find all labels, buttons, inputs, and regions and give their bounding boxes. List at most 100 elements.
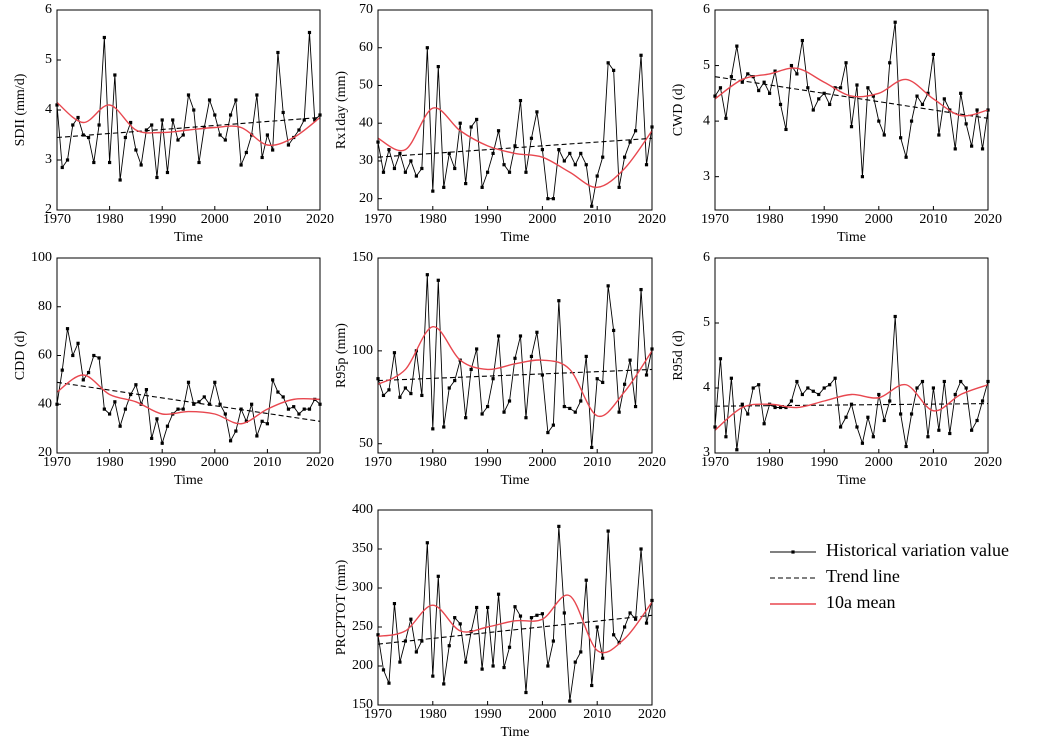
data-point — [773, 405, 777, 410]
legend-label: Trend line — [826, 566, 900, 586]
data-point — [436, 278, 440, 282]
data-point — [102, 35, 106, 40]
data-point — [937, 133, 941, 137]
data-point — [773, 69, 777, 73]
data-point — [213, 113, 217, 117]
trend-line — [377, 137, 653, 158]
data-point — [420, 166, 424, 171]
x-tick-label: 2010 — [253, 212, 281, 227]
x-tick-label: 2010 — [583, 455, 611, 470]
x-tick-label: 1990 — [474, 455, 502, 470]
x-tick-label: 2020 — [638, 212, 666, 227]
data-point — [442, 682, 446, 686]
x-tick-label: 2020 — [638, 455, 666, 470]
data-point — [250, 402, 254, 406]
data-point — [491, 664, 495, 668]
data-point — [623, 155, 627, 159]
data-point — [403, 386, 407, 390]
data-point — [789, 63, 794, 68]
data-point — [313, 118, 317, 122]
data-point — [573, 163, 577, 167]
panel: 1970 1980 1990 2000 2010 2020203040506070Time… — [334, 2, 666, 245]
data-point — [420, 639, 424, 643]
data-point — [244, 419, 248, 423]
data-point — [768, 91, 772, 95]
y-tick-label: 3 — [703, 445, 710, 460]
data-point — [186, 380, 191, 384]
data-point — [628, 611, 632, 615]
data-point — [909, 119, 914, 123]
data-point — [171, 118, 175, 122]
plot-frame — [714, 257, 989, 454]
x-tick-label: 2000 — [528, 212, 556, 227]
data-point — [192, 402, 196, 406]
data-point — [202, 395, 206, 399]
y-tick-label: 50 — [359, 78, 373, 93]
data-point — [817, 392, 821, 397]
data-point — [893, 314, 897, 319]
data-point — [540, 612, 544, 616]
data-point — [513, 356, 517, 360]
data-point — [491, 377, 495, 381]
x-tick-label: 2020 — [974, 455, 1002, 470]
data-point — [729, 376, 733, 380]
y-tick-label: 4 — [703, 113, 710, 128]
data-point — [414, 650, 418, 654]
data-point — [915, 94, 919, 98]
x-tick-label: 1980 — [756, 455, 784, 470]
data-point — [888, 399, 892, 403]
data-point — [464, 181, 468, 186]
data-point — [302, 407, 306, 411]
legend-marker — [791, 550, 795, 554]
data-point — [920, 379, 925, 384]
y-tick-label: 40 — [359, 115, 373, 130]
data-point — [612, 68, 616, 72]
data-point — [513, 605, 517, 609]
data-point — [496, 129, 501, 133]
data-point — [436, 65, 440, 69]
y-tick-label: 5 — [703, 58, 710, 73]
x-tick-label: 1980 — [96, 455, 124, 470]
data-point — [108, 160, 112, 165]
data-point — [828, 383, 832, 387]
data-point — [507, 170, 512, 174]
data-point — [197, 400, 201, 404]
data-point — [535, 613, 539, 617]
data-point — [60, 368, 64, 372]
data-point — [855, 425, 859, 429]
data-point — [964, 386, 968, 390]
data-point — [617, 641, 621, 645]
data-point — [518, 98, 523, 103]
data-point — [207, 98, 212, 102]
panel: 1970 1980 1990 2000 2010 2020 50 100 150 Time R95p… — [334, 250, 666, 488]
data-point — [623, 625, 627, 629]
historical-line — [377, 526, 653, 702]
data-point — [431, 674, 435, 678]
data-point — [579, 151, 583, 155]
data-point — [414, 174, 418, 178]
data-point — [948, 431, 952, 436]
y-tick-label: 5 — [45, 52, 52, 67]
data-point — [431, 189, 435, 193]
data-point — [165, 424, 170, 428]
data-point — [181, 133, 185, 137]
y-tick-label: 350 — [352, 541, 373, 556]
data-point — [746, 412, 750, 416]
panel: 1970 1980 1990 2000 2010 2020 150 200 250 300 350 4… — [334, 502, 666, 740]
plot-frame — [377, 9, 653, 211]
data-point — [601, 380, 605, 385]
x-axis-label: Time — [174, 473, 203, 488]
data-point — [113, 400, 117, 404]
data-point — [271, 378, 275, 382]
data-point — [584, 578, 588, 582]
data-point — [297, 412, 301, 416]
data-point — [849, 402, 854, 406]
data-point — [959, 91, 963, 95]
x-tick-label: 1980 — [756, 212, 784, 227]
data-point — [276, 390, 280, 394]
data-point — [828, 102, 832, 107]
data-point — [202, 125, 206, 130]
data-point — [502, 163, 506, 167]
x-tick-label: 2010 — [253, 455, 281, 470]
mean-line — [377, 107, 653, 189]
